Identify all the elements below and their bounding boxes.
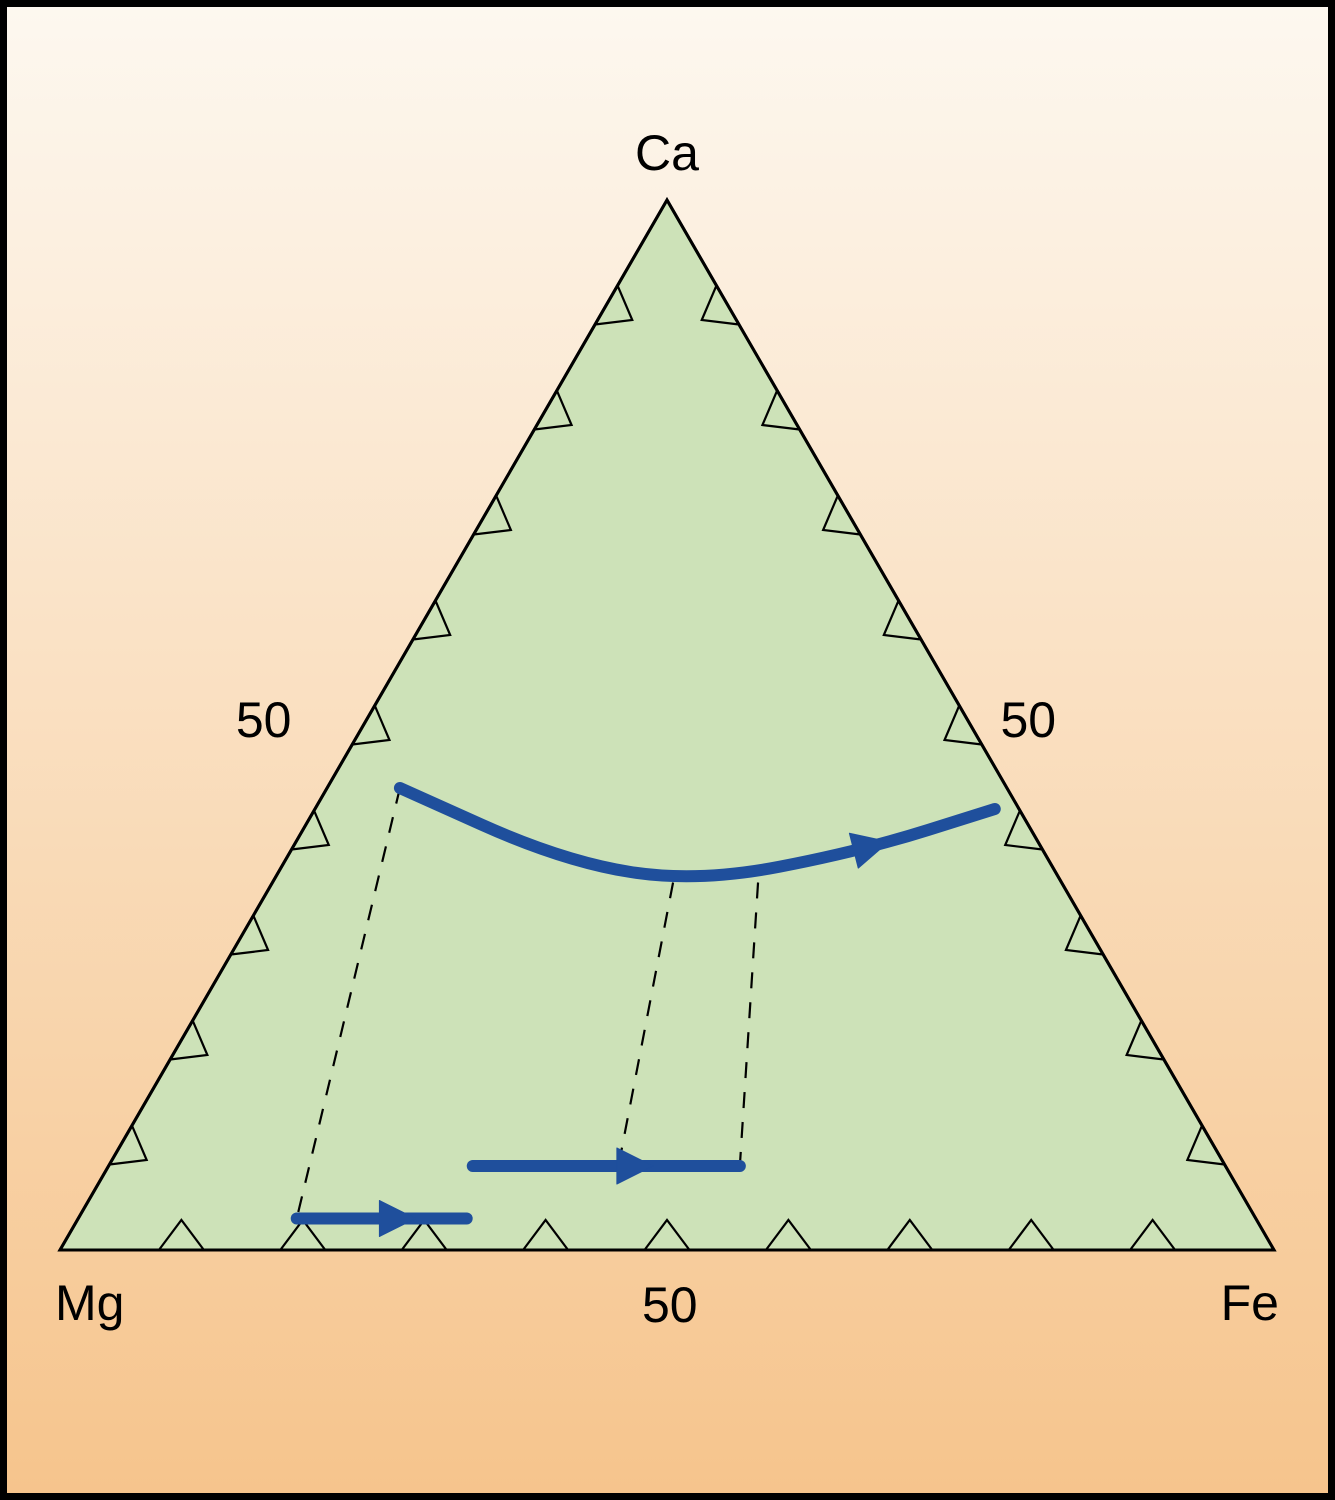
left-50-label: 50 <box>236 692 292 748</box>
apex-label-right: Fe <box>1221 1275 1279 1331</box>
apex-label-top: Ca <box>635 125 699 181</box>
right-50-label: 50 <box>1001 692 1057 748</box>
bottom-50-label: 50 <box>642 1277 698 1333</box>
apex-label-left: Mg <box>55 1275 124 1331</box>
